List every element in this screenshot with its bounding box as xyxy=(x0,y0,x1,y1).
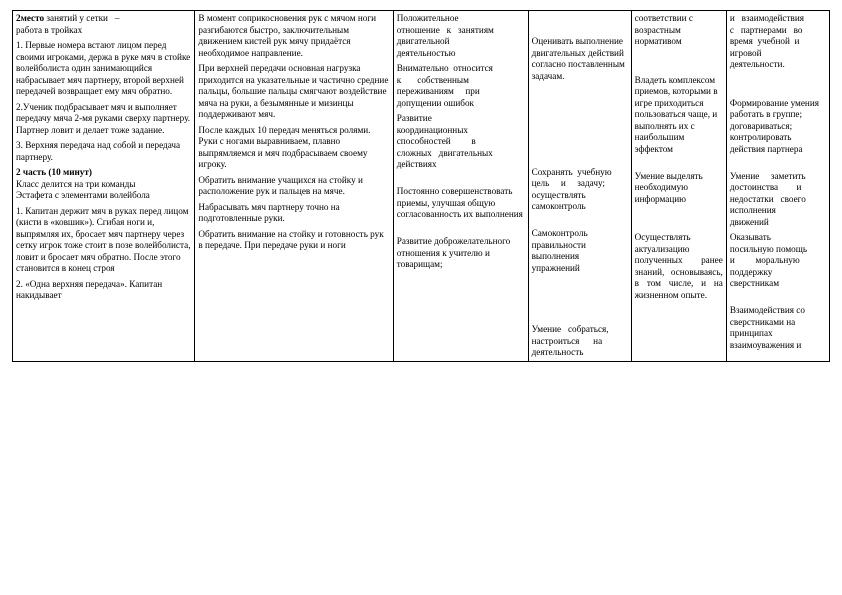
cell-2: В момент соприкосновения рук с мячом ног… xyxy=(195,11,393,362)
cell-1: 2место занятий у сетки – работа в тройка… xyxy=(13,11,195,362)
c6-p3: Умение заметить достоинства и недостатки… xyxy=(730,171,826,229)
c3-p2: Внимательно относится к собственным пере… xyxy=(397,63,525,109)
c1-h2: 2 часть (10 минут) xyxy=(16,167,191,179)
c2-p4: Обратить внимание учащихся на стойку и р… xyxy=(198,175,389,198)
cell-6: и взаимодействия с партнерами во время у… xyxy=(726,11,829,362)
c4-p3: Самоконтроль правильности выполнения упр… xyxy=(532,228,628,274)
c2-p6: Обратить внимание на стойку и готовность… xyxy=(198,229,389,252)
c3-p5: Развитие доброжелательного отношения к у… xyxy=(397,236,525,271)
c2-p1: В момент соприкосновения рук с мячом ног… xyxy=(198,13,389,59)
c5-p3: Умение выделять необходимую информацию xyxy=(635,171,723,206)
c5-p1: соответствии с возрастным нормативом xyxy=(635,13,723,48)
main-table: 2место занятий у сетки – работа в тройка… xyxy=(12,10,830,362)
c6-p2: Формирование умения работать в группе; д… xyxy=(730,98,826,156)
cell-5: соответствии с возрастным нормативом Вла… xyxy=(631,11,726,362)
c1-p1: 1. Первые номера встают лицом перед свои… xyxy=(16,40,191,98)
c2-p5: Набрасывать мяч партнеру точно на подгот… xyxy=(198,202,389,225)
c1-p4: Класс делится на три команды xyxy=(16,179,191,191)
c1-p5: Эстафета с элементами волейбола xyxy=(16,190,191,202)
table-row: 2место занятий у сетки – работа в тройка… xyxy=(13,11,830,362)
c2-p2: При верхней передачи основная нагрузка п… xyxy=(198,63,389,121)
heading-1: 2место занятий у сетки – работа в тройка… xyxy=(16,13,191,36)
c1-p7: 2. «Одна верхняя передача». Капитан наки… xyxy=(16,279,191,302)
c1-p3: 3. Верхняя передача над собой и передача… xyxy=(16,140,191,163)
c3-p3: Развитие координационных способностей в … xyxy=(397,113,525,171)
c6-p5: Взаимодействия со сверстниками на принци… xyxy=(730,305,826,351)
c6-p4: Оказывать посильную помощь и моральную п… xyxy=(730,232,826,290)
c6-p1: и взаимодействия с партнерами во время у… xyxy=(730,13,826,71)
c5-p2: Владеть комплексом приемов, которыми в и… xyxy=(635,75,723,156)
cell-3: Положительное отношение к занятиям двига… xyxy=(393,11,528,362)
c4-p2: Сохранять учебную цель и задачу; осущест… xyxy=(532,167,628,213)
c3-p1: Положительное отношение к занятиям двига… xyxy=(397,13,525,59)
cell-4: Оценивать выполнение двигательных действ… xyxy=(528,11,631,362)
c2-p3: После каждых 10 передач меняться ролями.… xyxy=(198,125,389,171)
c3-p4: Постоянно совершенствовать приемы, улучш… xyxy=(397,186,525,221)
c4-p4: Умение собраться, настроиться на деятель… xyxy=(532,324,628,359)
c4-p1: Оценивать выполнение двигательных действ… xyxy=(532,36,628,82)
c1-p6: 1. Капитан держит мяч в руках перед лицо… xyxy=(16,206,191,275)
c1-p2: 2.Ученик подбрасывает мяч и выполняет пе… xyxy=(16,102,191,137)
c5-p4: Осуществлять актуализацию полученных ран… xyxy=(635,232,723,301)
